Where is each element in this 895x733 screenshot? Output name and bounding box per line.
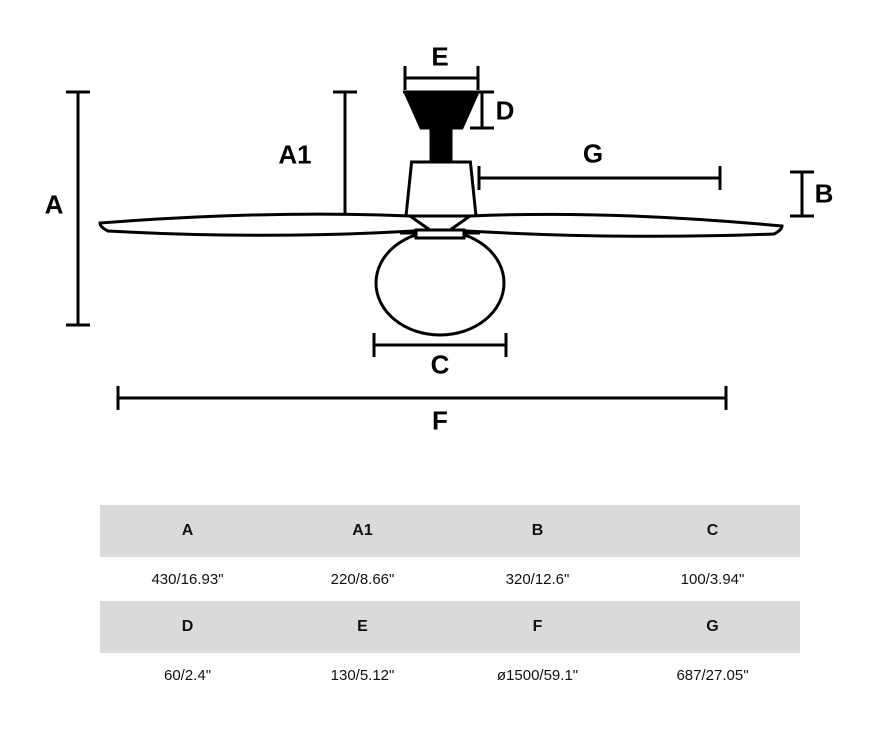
table-header: D xyxy=(100,601,275,653)
table-cell: 100/3.94" xyxy=(625,557,800,601)
label-A1: A1 xyxy=(278,140,311,171)
label-D: D xyxy=(496,96,515,127)
label-C: C xyxy=(431,350,450,381)
page: A A1 B C D E F G A A1 B C 430/16.93" 220… xyxy=(0,0,895,733)
table-header: A1 xyxy=(275,505,450,557)
table-cell: 320/12.6" xyxy=(450,557,625,601)
table-cell: 60/2.4" xyxy=(100,653,275,697)
label-E: E xyxy=(431,42,448,73)
label-G: G xyxy=(583,139,603,170)
table-header: G xyxy=(625,601,800,653)
table-header: B xyxy=(450,505,625,557)
table-cell: 130/5.12" xyxy=(275,653,450,697)
label-B: B xyxy=(815,179,834,210)
table-header: C xyxy=(625,505,800,557)
dimension-table-1: A A1 B C 430/16.93" 220/8.66" 320/12.6" … xyxy=(100,505,800,601)
table-header: E xyxy=(275,601,450,653)
dimension-table-2: D E F G 60/2.4" 130/5.12" ø1500/59.1" 68… xyxy=(100,601,800,697)
table-cell: 687/27.05" xyxy=(625,653,800,697)
label-F: F xyxy=(432,406,448,437)
table-cell: 430/16.93" xyxy=(100,557,275,601)
table-header: A xyxy=(100,505,275,557)
label-A: A xyxy=(45,190,64,221)
table-header: F xyxy=(450,601,625,653)
table-cell: 220/8.66" xyxy=(275,557,450,601)
table-cell: ø1500/59.1" xyxy=(450,653,625,697)
dimension-tables: A A1 B C 430/16.93" 220/8.66" 320/12.6" … xyxy=(100,505,800,697)
